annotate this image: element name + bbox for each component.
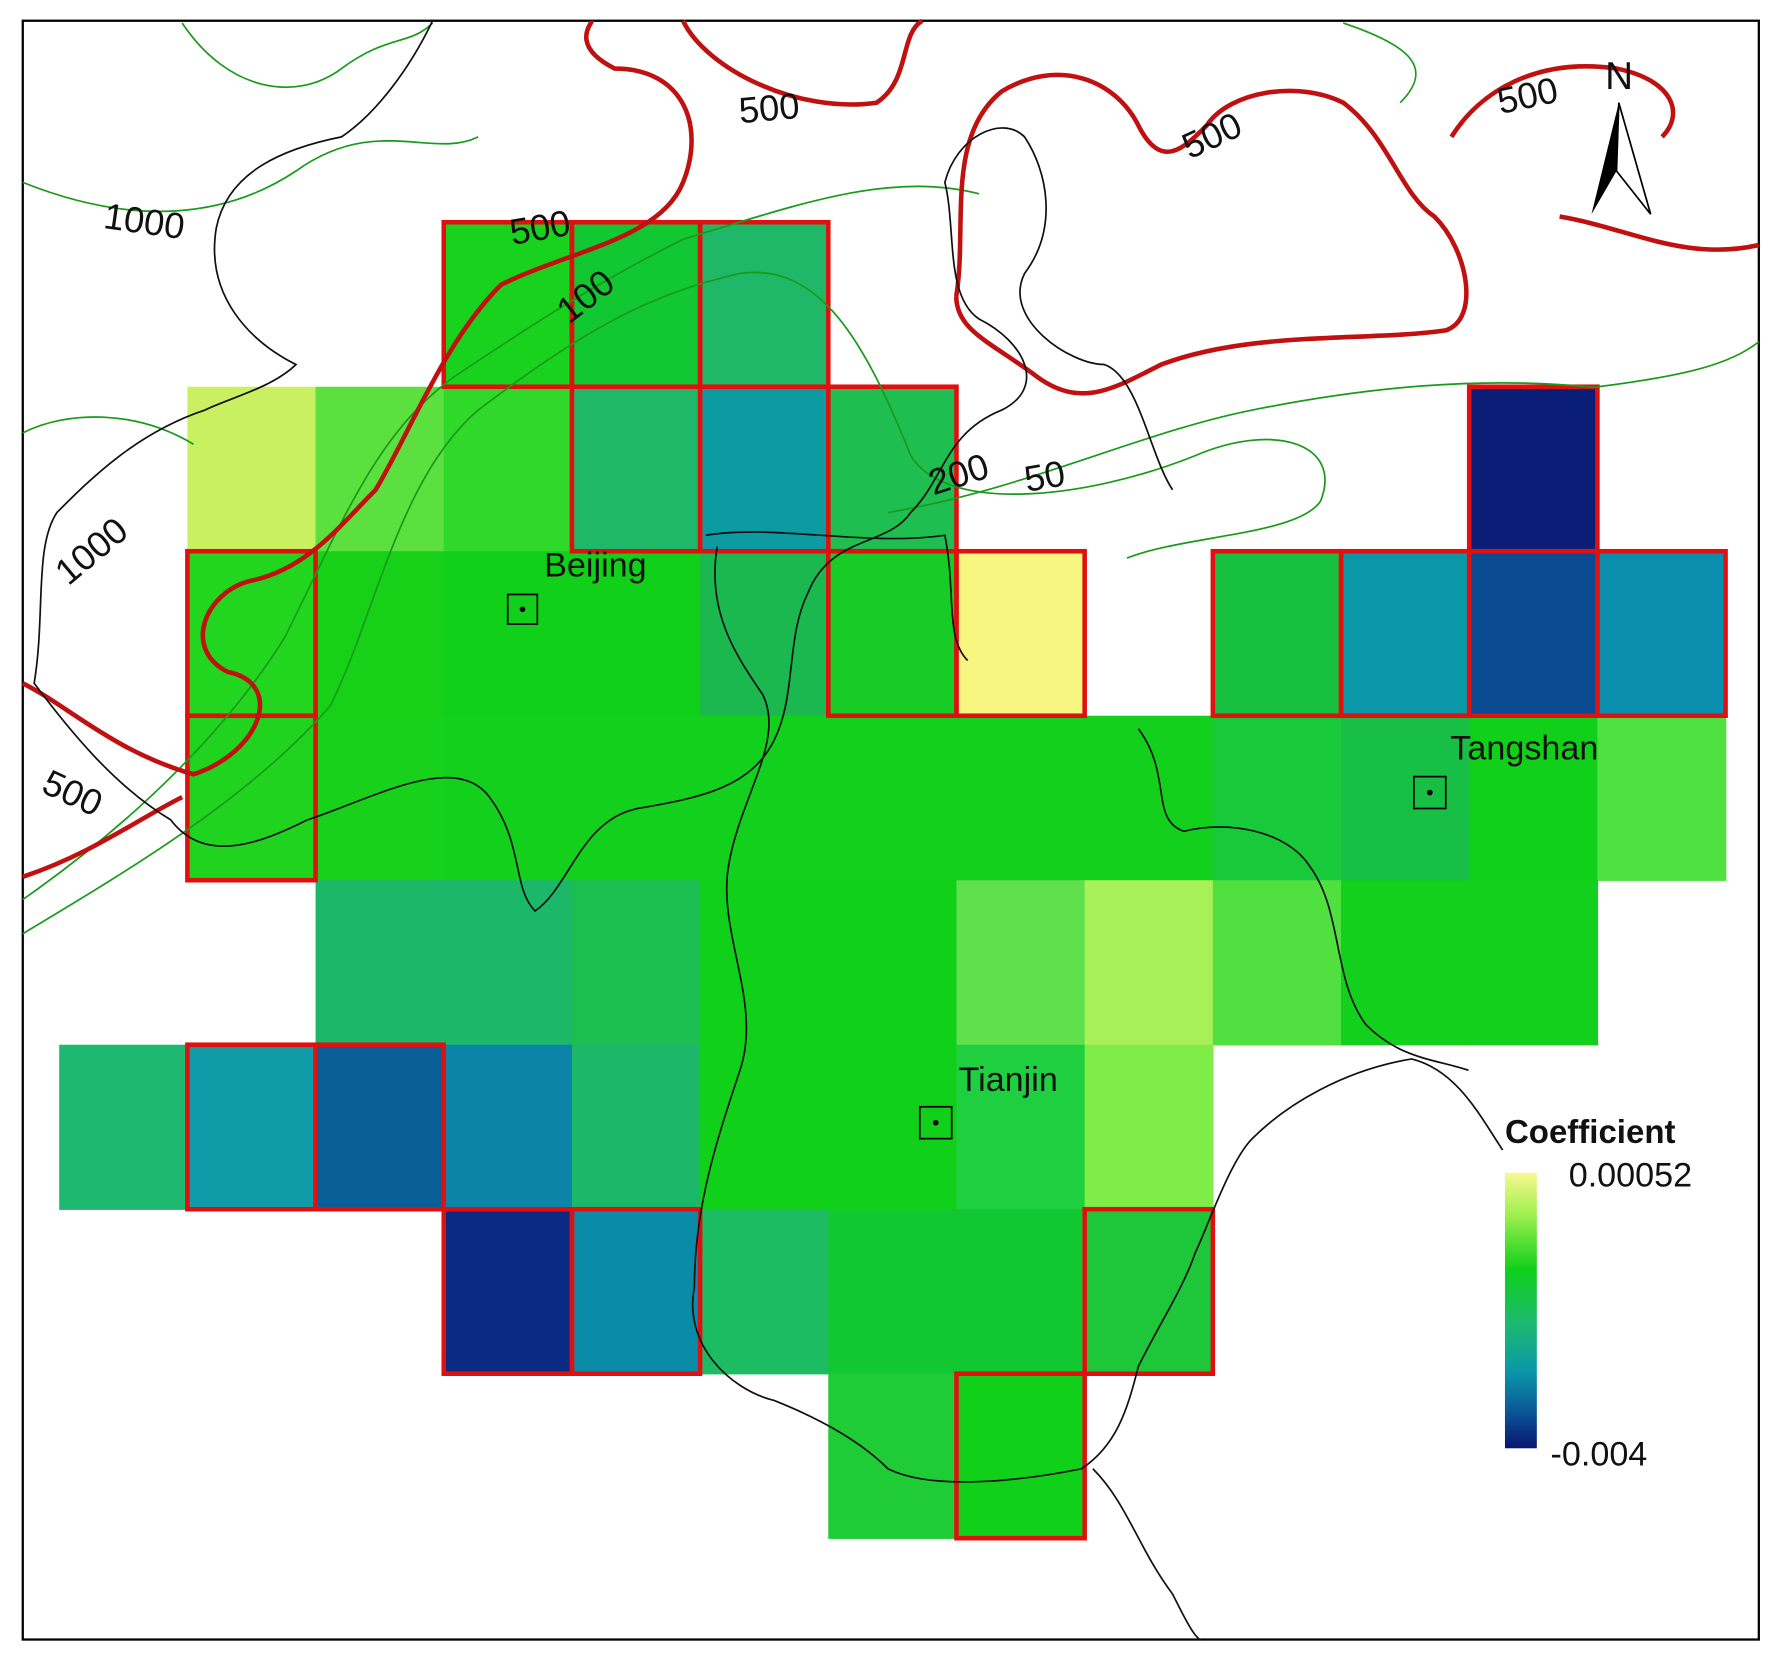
contour-label: 500 — [737, 85, 801, 131]
significant-cell-outline — [185, 713, 318, 883]
grid-cell — [187, 1044, 317, 1210]
north-arrow-dark — [1591, 102, 1619, 215]
grid-cell — [571, 386, 701, 552]
significant-cell-outline — [1082, 1206, 1216, 1376]
grid-cell — [187, 551, 317, 717]
significant-cell-outline — [313, 1042, 447, 1212]
grid-cell — [1341, 880, 1470, 1046]
significant-cell-outline — [1595, 548, 1728, 719]
legend-colorbar — [1504, 1172, 1537, 1449]
legend: Coefficient 0.00052 -0.004 — [1504, 1113, 1692, 1473]
boundaries — [33, 20, 1504, 1641]
city-marker — [506, 593, 539, 625]
grid-cell — [700, 880, 829, 1046]
grid-cell — [700, 715, 829, 881]
grid-cell — [700, 1209, 829, 1375]
grid-cell — [315, 386, 445, 552]
grid-cell — [828, 1209, 958, 1375]
grid-cell — [700, 386, 829, 552]
city-label: Tianjin — [959, 1061, 1058, 1099]
grid-cell — [1084, 715, 1214, 881]
grid-cell — [1084, 880, 1214, 1046]
grid-cell — [1084, 1044, 1214, 1210]
grid-cell — [571, 880, 701, 1046]
grid-cell — [828, 880, 958, 1046]
grid-cell — [443, 386, 573, 552]
grid-cell — [1597, 715, 1727, 881]
legend-title: Coefficient — [1505, 1113, 1676, 1150]
grid-cell — [571, 1209, 701, 1375]
grid-cell — [700, 222, 829, 388]
significant-cell-outline — [569, 1206, 703, 1376]
grid-cell — [956, 1044, 1086, 1210]
grid-cell — [828, 551, 958, 717]
grid-cell — [956, 880, 1086, 1046]
grid-cell — [1084, 1209, 1214, 1375]
grid-cell — [443, 715, 573, 881]
grid-cell — [315, 551, 445, 717]
grid-cell — [315, 880, 445, 1046]
city-marker — [918, 1105, 953, 1140]
grid-cell — [443, 222, 573, 388]
labels: Beijing Tangshan Tianjin — [544, 546, 1598, 1099]
grid-cell — [956, 551, 1086, 717]
city-markers — [506, 593, 1447, 1140]
legend-min: -0.004 — [1550, 1435, 1647, 1473]
grid-cell — [700, 1044, 829, 1210]
grid-cell — [571, 715, 701, 881]
north-arrow: N — [1591, 55, 1652, 215]
grid-cell — [700, 551, 829, 717]
grid-cell — [1469, 386, 1599, 552]
north-label: N — [1605, 55, 1633, 98]
green-contours — [22, 22, 1760, 935]
city-dot — [519, 606, 526, 613]
contour-label: 50 — [1021, 453, 1068, 500]
grid-cell — [828, 1044, 958, 1210]
city-label: Tangshan — [1450, 730, 1598, 768]
grid-cell — [1212, 715, 1342, 881]
significant-cell-outline — [954, 548, 1087, 719]
red-contours — [21, 18, 1760, 879]
significant-cell-outline — [954, 1371, 1087, 1541]
grid-cell — [59, 1044, 189, 1210]
grid-cell — [828, 1373, 958, 1539]
grid-cell — [571, 551, 701, 717]
grid-cell — [443, 1044, 573, 1210]
grid-cell — [1597, 551, 1727, 717]
city-dot — [1426, 789, 1433, 796]
grid-cell — [1469, 551, 1599, 717]
legend-max: 0.00052 — [1569, 1156, 1692, 1194]
grid-cell — [571, 1044, 701, 1210]
grid-cell — [315, 715, 445, 881]
grid-cell — [315, 1044, 445, 1210]
grid-cell — [956, 1209, 1086, 1375]
grid-cell — [1469, 880, 1599, 1046]
grid-cell — [1212, 551, 1342, 717]
grid-cell — [187, 386, 317, 552]
city-marker — [1413, 775, 1447, 810]
city-label: Beijing — [544, 546, 647, 584]
grid-cells — [59, 219, 1728, 1541]
grid-cell — [956, 715, 1086, 881]
grid-cell — [1341, 715, 1470, 881]
grid-cell — [443, 551, 573, 717]
north-arrow-light — [1615, 102, 1652, 215]
grid-cell — [443, 1209, 573, 1375]
grid-cell — [443, 880, 573, 1046]
grid-cell — [1212, 880, 1342, 1046]
grid-cell — [956, 1373, 1086, 1539]
grid-cell — [1341, 551, 1470, 717]
grid-cell — [828, 715, 958, 881]
city-dot — [932, 1119, 939, 1126]
grid-cell — [1469, 715, 1599, 881]
